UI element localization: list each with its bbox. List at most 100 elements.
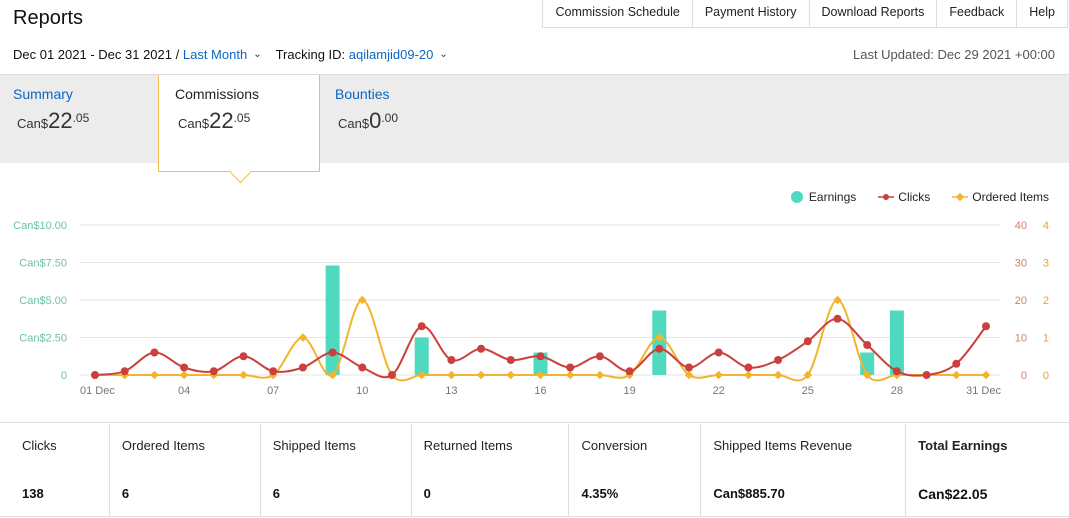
- period-dropdown[interactable]: Last Month: [182, 47, 248, 62]
- clicks-point: [180, 363, 189, 372]
- y-left-tick-label: Can$10.00: [13, 220, 67, 232]
- download-reports-link[interactable]: Download Reports: [809, 0, 938, 28]
- ordered-items-point: [447, 370, 456, 380]
- commission-schedule-link[interactable]: Commission Schedule: [543, 0, 693, 28]
- clicks-point: [685, 363, 693, 372]
- clicks-point: [625, 367, 634, 376]
- y-mid-tick-label: 20: [1015, 295, 1027, 307]
- ordered-items-point: [952, 370, 961, 380]
- stat-clicks: Clicks 138: [10, 424, 110, 516]
- chart-legend: Earnings Clicks Ordered Items: [768, 190, 1049, 204]
- tracking-id-label: Tracking ID:: [275, 47, 346, 62]
- clicks-point: [952, 359, 961, 368]
- x-tick-label: 04: [178, 385, 190, 397]
- ordered-items-point: [862, 370, 872, 380]
- legend-earnings[interactable]: Earnings: [790, 190, 856, 204]
- date-filter-bar: Dec 01 2021 - Dec 31 2021 / Last Month ⌄…: [13, 47, 462, 62]
- x-tick-label: 28: [891, 385, 903, 397]
- legend-clicks[interactable]: Clicks: [878, 190, 930, 204]
- tab-bounties-label: Bounties: [335, 86, 390, 102]
- page-title: Reports: [13, 7, 84, 29]
- ordered-items-point: [981, 370, 991, 380]
- earnings-dot-icon: [790, 191, 803, 203]
- x-tick-label: 16: [534, 385, 546, 397]
- stat-shipped-revenue: Shipped Items Revenue Can$885.70: [701, 424, 907, 516]
- tab-bounties[interactable]: Bounties Can$0.00: [320, 75, 480, 163]
- ordered-items-point: [803, 370, 813, 380]
- ordered-items-point: [684, 370, 694, 380]
- y-left-tick-label: Can$7.50: [19, 258, 67, 270]
- y-right-tick-label: 1: [1043, 333, 1049, 345]
- clicks-point: [298, 363, 307, 372]
- y-left-tick-label: Can$2.50: [19, 333, 67, 345]
- clicks-point: [744, 363, 753, 372]
- clicks-point: [566, 363, 575, 372]
- chevron-down-icon[interactable]: ⌄: [253, 49, 262, 60]
- x-tick-label: 22: [713, 385, 725, 397]
- date-range-text: Dec 01 2021 - Dec 31 2021 /: [13, 47, 180, 62]
- clicks-line-icon: [878, 194, 895, 200]
- clicks-point: [595, 352, 604, 361]
- feedback-link[interactable]: Feedback: [937, 0, 1018, 28]
- stat-total-earnings: Total Earnings Can$22.05: [918, 438, 1008, 502]
- x-tick-label: 07: [267, 385, 279, 397]
- clicks-point: [209, 367, 218, 376]
- clicks-point: [328, 348, 337, 357]
- stat-shipped-items: Shipped Items 6: [261, 424, 412, 516]
- x-tick-label: 31 Dec: [966, 385, 1001, 397]
- tracking-id-dropdown[interactable]: aqilamjid09-20: [348, 47, 434, 62]
- y-mid-tick-label: 30: [1015, 258, 1027, 270]
- earnings-bar: [652, 310, 667, 375]
- top-nav: Commission Schedule Payment History Down…: [542, 0, 1068, 28]
- clicks-point: [506, 356, 515, 364]
- help-link[interactable]: Help: [1017, 0, 1068, 28]
- x-tick-label: 13: [445, 385, 457, 397]
- earnings-bar: [325, 265, 340, 375]
- clicks-point: [774, 356, 783, 364]
- clicks-point: [358, 363, 367, 372]
- y-left-tick-label: 0: [61, 370, 67, 382]
- y-mid-tick-label: 40: [1015, 220, 1027, 232]
- clicks-point: [239, 352, 248, 361]
- chevron-down-icon[interactable]: ⌄: [439, 49, 448, 60]
- legend-ordered-items[interactable]: Ordered Items: [952, 190, 1049, 204]
- clicks-point: [982, 322, 990, 331]
- tab-summary-label: Summary: [13, 86, 73, 102]
- payment-history-link[interactable]: Payment History: [692, 0, 810, 28]
- divider: [0, 422, 1069, 423]
- tab-summary[interactable]: Summary Can$22.05: [0, 75, 158, 163]
- ordered-items-point: [239, 370, 248, 380]
- stat-returned-items: Returned Items 0: [412, 424, 570, 516]
- y-right-tick-label: 2: [1043, 295, 1049, 307]
- tab-commissions-label: Commissions: [175, 86, 260, 102]
- ordered-items-point: [595, 370, 605, 380]
- ordered-items-point: [744, 370, 753, 380]
- report-tabs: Summary Can$22.05 Commissions Can$22.05 …: [0, 74, 1069, 172]
- ordered-items-point: [298, 333, 308, 342]
- x-tick-label: 01 Dec: [80, 385, 115, 397]
- ordered-items-point: [476, 370, 486, 380]
- last-updated-text: Last Updated: Dec 29 2021 +00:00: [852, 47, 1055, 62]
- earnings-bar: [414, 337, 429, 375]
- ordered-items-point: [417, 370, 426, 380]
- clicks-point: [655, 344, 664, 353]
- ordered-items-point: [565, 370, 575, 380]
- ordered-items-point: [506, 370, 516, 380]
- ordered-items-point: [536, 370, 545, 380]
- y-right-tick-label: 0: [1043, 370, 1049, 382]
- ordered-items-point: [150, 370, 159, 380]
- clicks-point: [714, 348, 723, 357]
- clicks-point: [803, 337, 812, 346]
- tab-commissions[interactable]: Commissions Can$22.05: [158, 75, 320, 172]
- clicks-point: [417, 322, 426, 331]
- ordered-items-point: [328, 370, 337, 380]
- clicks-point: [892, 367, 901, 376]
- clicks-point: [120, 367, 129, 376]
- earnings-bar: [889, 310, 904, 375]
- clicks-point: [150, 348, 159, 357]
- ordered-items-point: [773, 370, 783, 380]
- ordered-items-point: [179, 370, 189, 380]
- clicks-point: [388, 371, 396, 379]
- ordered-items-point: [833, 295, 842, 305]
- clicks-point: [922, 371, 931, 379]
